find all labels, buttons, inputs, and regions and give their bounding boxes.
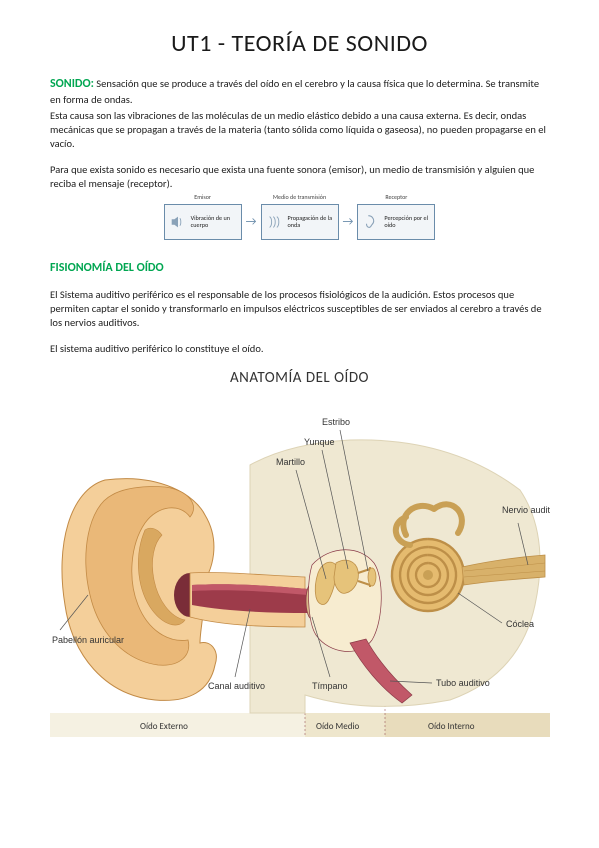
lbl-martillo: Martillo	[276, 457, 305, 467]
flow-text-1: Vibración de un cuerpo	[191, 215, 238, 229]
flow-box-receptor: Receptor Percepción por el oído	[357, 204, 435, 240]
region-medio: Oído Medio	[316, 721, 360, 732]
lbl-tubo: Tubo auditivo	[436, 678, 490, 688]
flow-text-3: Percepción por el oído	[384, 215, 431, 229]
ear-anatomy-svg: Estribo Yunque Martillo Pabellón auricul…	[50, 395, 550, 745]
intro-para-1: SONIDO: Sensación que se produce a travé…	[50, 76, 549, 106]
fisio-heading: FISIONOMÍA DEL OÍDO	[50, 260, 549, 276]
lbl-estribo: Estribo	[322, 417, 350, 427]
intro-text-1: Sensación que se produce a través del oí…	[50, 77, 539, 105]
flow-box-medio: Medio de transmisión Propagación de la o…	[261, 204, 339, 240]
page-title: UT1 - TEORÍA DE SONIDO	[50, 28, 549, 60]
fisio-para-1: El Sistema auditivo periférico es el res…	[50, 288, 549, 331]
ear-icon	[361, 212, 381, 232]
flow-header-2: Medio de transmisión	[273, 194, 326, 201]
wave-icon	[265, 212, 285, 232]
flow-header-3: Receptor	[385, 194, 407, 201]
flow-diagram: Emisor Vibración de un cuerpo → Medio de…	[50, 204, 549, 240]
lbl-nervio-1: Nervio auditivo	[502, 505, 550, 515]
lbl-timpano: Tímpano	[312, 681, 348, 691]
cochlea-shape	[392, 539, 464, 611]
flow-box-emisor: Emisor Vibración de un cuerpo	[164, 204, 242, 240]
intro-para-2: Esta causa son las vibraciones de las mo…	[50, 109, 549, 152]
lbl-pabellon-1: Pabellón auricular	[52, 635, 124, 645]
region-interno: Oído Interno	[428, 721, 475, 732]
flow-arrow-2: →	[343, 214, 354, 230]
flow-text-2: Propagación de la onda	[288, 215, 335, 229]
anatomy-title: ANATOMÍA DEL OÍDO	[50, 368, 549, 388]
estribo-foot	[368, 568, 376, 586]
lbl-canal: Canal auditivo	[208, 681, 265, 691]
region-externo: Oído Externo	[140, 721, 188, 732]
lbl-yunque: Yunque	[304, 437, 335, 447]
sonido-label: SONIDO:	[50, 77, 94, 91]
fisio-para-2: El sistema auditivo periférico lo consti…	[50, 342, 549, 356]
flow-header-1: Emisor	[194, 194, 211, 201]
lbl-coclea: Cóclea	[506, 619, 534, 629]
speaker-icon	[168, 212, 188, 232]
intro-para-3: Para que exista sonido es necesario que …	[50, 163, 549, 191]
flow-arrow-1: →	[246, 214, 257, 230]
anatomy-diagram: ANATOMÍA DEL OÍDO	[50, 368, 549, 744]
